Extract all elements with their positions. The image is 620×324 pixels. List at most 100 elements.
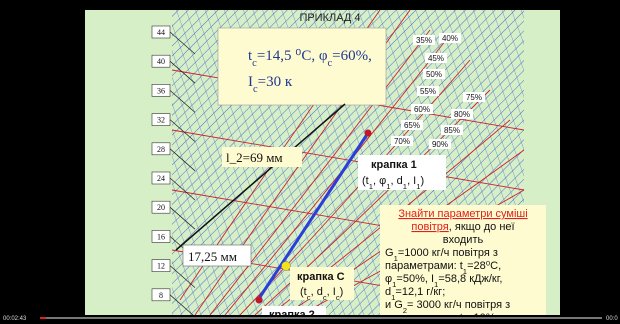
humidity-label: 65%: [404, 121, 420, 130]
text-part: (t: [362, 175, 369, 187]
humidity-box: [411, 104, 433, 114]
text-part: ): [340, 286, 344, 298]
task-line: параметрами: t2=10%: [385, 312, 496, 324]
subscript: c: [252, 58, 257, 69]
humidity-label: 45%: [428, 54, 444, 63]
text-part: = 3000 кг/ч повітря з: [407, 299, 510, 311]
time-elapsed: 00:02:43: [3, 316, 27, 322]
temperature-label: 36: [157, 86, 165, 95]
humidity-label: 50%: [426, 70, 442, 79]
text-part: входить: [443, 234, 484, 246]
subscript: c: [307, 293, 311, 302]
task-line: входить: [443, 234, 484, 246]
subscript: 1: [394, 254, 398, 263]
subscript: 1: [434, 280, 438, 289]
text-part: φ: [385, 273, 392, 285]
text-part: I: [248, 74, 253, 90]
text-part: =10%: [467, 312, 496, 324]
temperature-label: 44: [157, 28, 165, 37]
temperature-box: [151, 259, 171, 272]
text-part: =60%,: [332, 48, 372, 64]
temperature-label: 28: [157, 145, 165, 154]
point-2-box: [262, 306, 326, 315]
humidity-box: [401, 120, 423, 130]
humidity-label: 80%: [454, 110, 470, 119]
text-part: t: [248, 48, 253, 64]
temperature-label: 32: [157, 116, 165, 125]
humidity-box: [417, 86, 439, 96]
subscript: 1: [391, 293, 395, 302]
text-part: , I: [327, 286, 336, 298]
text-part: =12,1 г/кг;: [395, 286, 445, 298]
point-c-box: [290, 267, 354, 300]
temperature-box: [151, 171, 171, 185]
point-c: [281, 261, 291, 271]
task-highlight: повітря: [411, 221, 448, 233]
task-line: G1=1000 кг/ч повітря з: [385, 247, 498, 263]
conditions-box: [217, 27, 387, 106]
temperature-leader: [169, 31, 196, 55]
text-part: =1000 кг/ч повітря з: [398, 247, 498, 259]
point-1: [364, 129, 372, 137]
temperature-leader: [169, 177, 196, 201]
subscript: 1: [463, 267, 467, 276]
subscript: 1: [392, 280, 396, 289]
point-2: [255, 296, 263, 304]
task-highlight: Знайти параметри суміші: [398, 208, 527, 220]
task-box: [380, 205, 546, 315]
length-box: [182, 244, 252, 267]
text-part: , I: [407, 175, 416, 187]
point-label: крапка 2: [269, 309, 315, 321]
humidity-label: 55%: [420, 87, 436, 96]
subscript: c: [323, 293, 327, 302]
temperature-label: 12: [157, 262, 165, 271]
temperature-leader: [169, 119, 196, 142]
temperature-leader: [169, 294, 194, 315]
task-line: d1=12,1 г/кг;: [385, 286, 445, 302]
task-line: и G2= 3000 кг/ч повітря з: [385, 299, 510, 315]
temperature-leader: [169, 265, 196, 288]
humidity-box: [463, 92, 485, 102]
subscript: 2: [403, 306, 407, 315]
mixing-line: [256, 132, 370, 301]
humidity-box: [391, 136, 413, 146]
temperature-label: 16: [157, 232, 165, 241]
humidity-box: [429, 139, 451, 149]
subscript: 1: [386, 182, 390, 191]
subscript: 1: [416, 182, 420, 191]
task-line: повітря, якщо до неї: [411, 221, 514, 233]
temperature-label: 8: [159, 291, 163, 300]
humidity-box: [441, 125, 463, 135]
text-part: (t: [300, 286, 307, 298]
text-part: G: [385, 247, 394, 259]
text-part: d: [385, 286, 391, 298]
subscript: 1: [403, 182, 407, 191]
text-part: и G: [385, 299, 403, 311]
text-part: =58,8 кДж/кг,: [438, 273, 502, 285]
slide-title: ПРИКЛАД 4: [299, 12, 360, 24]
temperature-box: [151, 113, 171, 126]
task-text: , якщо до неї: [449, 221, 515, 233]
temperature-box: [151, 84, 171, 97]
temperature-box: [151, 230, 171, 243]
temperature-leader: [169, 60, 196, 84]
temperature-scale: 44 40 36 32 28 24 20 16 12 8: [151, 25, 196, 315]
conditions-line: Ic=30 к: [248, 74, 293, 95]
humidity-box: [423, 69, 445, 79]
humidity-label: 40%: [442, 34, 458, 43]
text-part: , d: [391, 175, 403, 187]
text-part: , якщо до неї: [449, 221, 515, 233]
subscript: 1: [369, 182, 373, 191]
subscript: c: [327, 58, 332, 69]
length-box: [222, 147, 302, 167]
text-part: =14,5 ⁰C, φ: [257, 48, 328, 64]
text-part: =30 к: [258, 74, 293, 90]
humidity-label: 60%: [414, 105, 430, 114]
text-part: ): [421, 175, 425, 187]
humidity-label: 75%: [466, 93, 482, 102]
length-label: 17,25 мм: [188, 249, 237, 264]
humidity-scale: 35% 40% 45% 50% 55% 60% 65% 70% 75% 80% 85% 90%: [391, 33, 485, 149]
